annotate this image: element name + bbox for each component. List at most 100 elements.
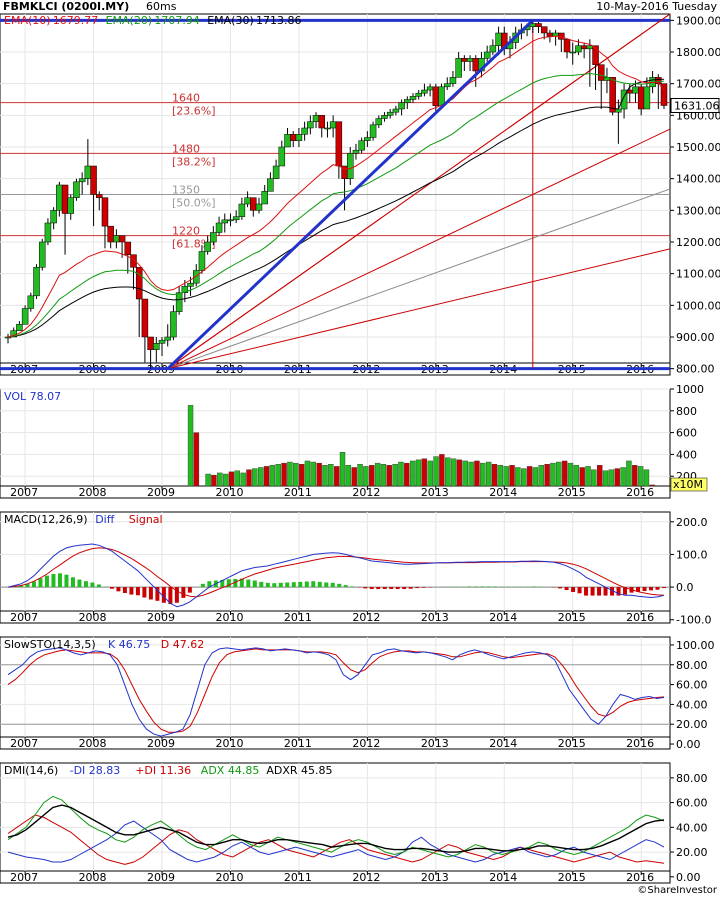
candle-up <box>238 203 246 217</box>
candle-up <box>398 102 405 110</box>
candle-down <box>540 26 548 34</box>
candle-up <box>449 77 457 84</box>
volume-bar-down <box>281 462 287 487</box>
volume-unit-box <box>670 477 708 492</box>
volume-bar-up <box>515 467 521 487</box>
macd-histogram-down <box>662 587 666 589</box>
dmi-panel-xtick-label: 2011 <box>284 871 312 884</box>
volume-bar-up <box>445 457 451 487</box>
macd-histogram-up <box>51 574 56 588</box>
slowsto-panel-ytick-label: 60.00 <box>676 679 708 692</box>
fib-level-value: 1640 <box>172 92 200 105</box>
volume-bar-up <box>222 473 229 487</box>
candle-down <box>135 267 143 300</box>
candle-up <box>255 203 263 211</box>
candle-up <box>307 121 314 129</box>
macd-histogram-down <box>142 587 147 598</box>
candle-down <box>546 32 554 37</box>
macd-diff-line <box>7 543 665 608</box>
symbol-label: FBMKLCI (0200I.MY) <box>3 0 130 13</box>
macd-panel-legend-item: Signal <box>129 513 163 526</box>
slowsto-panel-ytick-label: 100.00 <box>676 639 715 652</box>
volume-panel-xtick-label: 2008 <box>79 486 107 499</box>
candle-up <box>404 99 411 103</box>
macd-histogram-down <box>161 587 166 603</box>
candle-up <box>210 232 217 243</box>
candle-up <box>272 165 280 179</box>
volume-bar-down <box>526 466 533 487</box>
macd-histogram-down <box>168 587 173 605</box>
slowsto-panel-xtick-label: 2013 <box>421 737 449 750</box>
slowsto-panel-xtick-label: 2015 <box>558 737 586 750</box>
dmi-panel-xtick-label: 2016 <box>626 871 654 884</box>
candle-up <box>204 241 211 252</box>
slowsto-panel-ytick-label: 80.00 <box>676 659 708 672</box>
macd-histogram-down <box>564 587 569 591</box>
volume-bar-up <box>328 464 334 487</box>
macd-panel-xtick-label: 2012 <box>352 611 380 624</box>
dmi-panel-xtick-label: 2010 <box>215 871 243 884</box>
volume-bar-up <box>205 473 211 487</box>
dmi-panel-legend-item: DMI(14,6) <box>4 764 58 777</box>
price-panel-ytick-label: 1500.00 <box>676 141 720 154</box>
slowsto-panel-legend-item: D 47.62 <box>161 638 204 651</box>
volume-bar-up <box>567 462 574 487</box>
volume-panel-xtick-label: 2015 <box>558 486 586 499</box>
macd-histogram-up <box>278 582 283 588</box>
macd-histogram-down <box>155 587 160 601</box>
volume-bar-down <box>439 454 445 487</box>
macd-histogram-up <box>96 584 101 588</box>
candle-down <box>118 235 126 243</box>
volume-bar-up <box>538 465 544 487</box>
volume-bar-up <box>339 452 346 487</box>
macd-histogram-down <box>584 587 589 596</box>
macd-panel-xtick-label: 2007 <box>10 611 38 624</box>
macd-histogram-down <box>642 587 647 592</box>
macd-panel-xtick-label: 2015 <box>558 611 586 624</box>
dmi-adx-line <box>7 795 665 858</box>
candle-up <box>227 219 234 222</box>
candle-up <box>78 178 86 183</box>
macd-histogram-down <box>571 587 576 592</box>
candle-up <box>301 127 308 135</box>
macd-histogram-up <box>83 581 88 588</box>
volume-unit-label: x10M <box>673 478 703 491</box>
macd-panel-xtick-label: 2014 <box>489 611 517 624</box>
price-panel-ytick-label: 1700.00 <box>676 78 720 91</box>
dmi-panel-legend-item: -DI 28.83 <box>70 764 121 777</box>
candle-up <box>164 336 171 341</box>
macd-histogram-up <box>317 581 322 588</box>
volume-panel-ytick-label: 800 <box>676 405 697 418</box>
candle-up <box>27 295 35 309</box>
volume-panel-xtick-label: 2010 <box>215 486 243 499</box>
macd-histogram-down <box>402 587 407 590</box>
price-panel-ytick-label: 900.00 <box>676 331 715 344</box>
macd-histogram-down <box>187 587 192 593</box>
volume-bar-up <box>450 458 457 487</box>
volume-bar-up <box>275 464 281 487</box>
volume-panel-xtick-label: 2016 <box>626 486 654 499</box>
price-panel-ytick-label: 1900.00 <box>676 14 720 27</box>
volume-bar-down <box>404 462 410 487</box>
candle-up <box>415 92 422 97</box>
candle-up <box>643 86 651 110</box>
macd-histogram-up <box>70 577 75 588</box>
dmi-panel-legend-item: +DI 11.36 <box>135 764 191 777</box>
uptrend-line <box>166 19 534 370</box>
last-price-label: 1631.06 <box>674 99 720 112</box>
macd-histogram-up <box>337 583 342 588</box>
price-panel-ytick-label: 1800.00 <box>676 46 720 59</box>
volume-panel-ytick-label: 600 <box>676 427 697 440</box>
volume-bar-up <box>287 461 293 487</box>
slowsto-panel-xaxis-band <box>0 736 671 750</box>
volume-bar-up <box>626 460 632 487</box>
dmi-panel-frame <box>0 762 671 884</box>
dmi-panel-ytick-label: 80.00 <box>676 772 708 785</box>
volume-bar-down <box>632 465 638 487</box>
volume-panel-xtick-label: 2014 <box>489 486 517 499</box>
macd-histogram-down <box>408 587 413 589</box>
macd-histogram-up <box>265 582 270 588</box>
macd-histogram-down <box>590 587 595 596</box>
volume-bar-up <box>585 466 591 487</box>
candle-up <box>312 115 320 122</box>
